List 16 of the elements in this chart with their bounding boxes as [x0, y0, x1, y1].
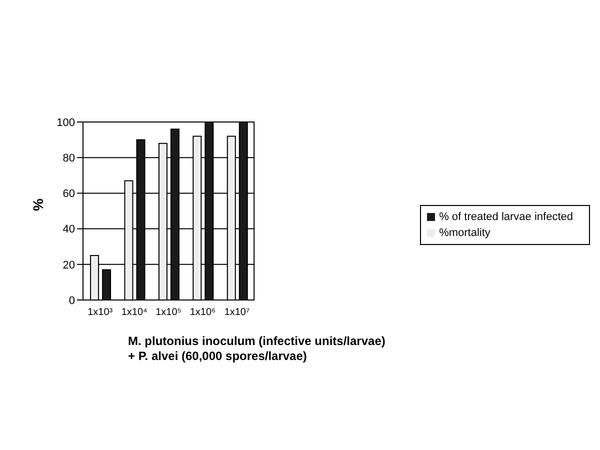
y-tick-label: 20: [62, 259, 75, 272]
y-tick-label: 40: [62, 224, 75, 236]
y-tick-label: 0: [68, 294, 75, 307]
legend-label: %mortality: [439, 227, 490, 239]
y-tick-label: 80: [62, 152, 75, 165]
legend-label: % of treated larvae infected: [439, 211, 573, 223]
y-axis-title: %: [30, 198, 46, 211]
x-tick-label: 1x10⁷: [224, 307, 250, 318]
x-tick-label: 1x10³: [88, 307, 114, 318]
bar: [102, 269, 112, 300]
x-tick-label: 1x10⁶: [190, 307, 216, 318]
x-axis-title: M. plutonius inoculum (infective units/larvae) + P. alvei (60,000 spores/larvae): [128, 334, 386, 363]
x-tick-label: 1x10⁴: [121, 307, 148, 318]
y-tick-label: 60: [62, 188, 75, 200]
x-tick-label: 1x10⁵: [156, 307, 182, 318]
y-tick-label: 100: [56, 116, 75, 129]
